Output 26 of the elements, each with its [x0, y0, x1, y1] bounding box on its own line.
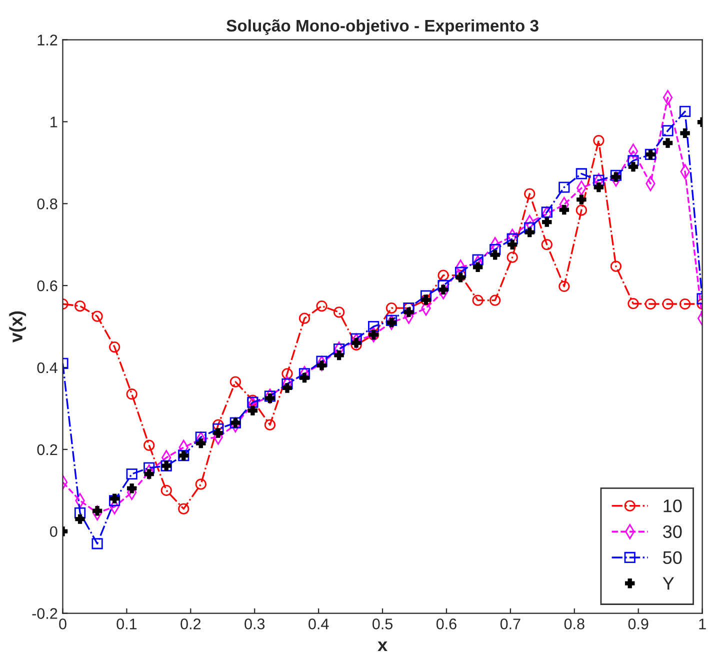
y-tick-label: 0.8 — [37, 198, 58, 210]
legend-label: Y — [662, 577, 674, 590]
x-tick-label: 0.3 — [244, 618, 265, 630]
x-tick-label: 0 — [59, 618, 66, 630]
legend-label: 30 — [663, 525, 682, 538]
y-tick-label: 1.2 — [38, 34, 58, 46]
x-tick-label: 0.4 — [308, 618, 329, 630]
y-tick-label: 0.6 — [37, 280, 58, 292]
y-tick-label: 1 — [50, 116, 58, 128]
y-axis-title: v(x) — [9, 311, 26, 343]
x-tick-label: 0.1 — [116, 618, 137, 630]
x-tick-label: 0.6 — [436, 618, 456, 630]
x-axis-title: x — [378, 641, 388, 652]
x-tick-label: 0.5 — [372, 618, 393, 630]
x-tick-label: 1 — [699, 618, 706, 630]
x-tick-label: 0.8 — [564, 618, 584, 630]
y-tick-label: -0.2 — [32, 608, 58, 619]
x-tick-label: 0.7 — [500, 618, 520, 630]
y-tick-label: 0 — [50, 526, 58, 538]
legend-label: 10 — [664, 499, 682, 512]
x-tick-label: 0.2 — [180, 618, 201, 630]
legend-label: 50 — [663, 551, 682, 564]
y-tick-label: 0.4 — [37, 362, 58, 374]
chart-title: Solução Mono-objetivo - Experimento 3 — [226, 19, 538, 35]
x-tick-label: 0.9 — [628, 618, 648, 630]
y-tick-label: 0.2 — [37, 444, 58, 456]
